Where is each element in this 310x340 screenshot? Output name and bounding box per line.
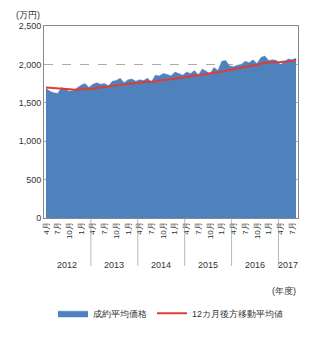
svg-text:2012: 2012: [57, 260, 77, 270]
svg-text:4月: 4月: [229, 222, 238, 234]
svg-text:12カ月後方移動平均値: 12カ月後方移動平均値: [192, 309, 283, 319]
svg-text:7月: 7月: [241, 222, 250, 234]
svg-text:0: 0: [36, 213, 41, 223]
svg-text:1月: 1月: [124, 222, 133, 234]
svg-text:2,500: 2,500: [19, 21, 42, 31]
svg-text:10月: 10月: [159, 222, 168, 239]
svg-text:7月: 7月: [53, 222, 62, 234]
svg-text:(万円): (万円): [16, 10, 40, 20]
svg-text:成約平均価格: 成約平均価格: [93, 309, 147, 319]
svg-text:2014: 2014: [151, 260, 171, 270]
svg-text:500: 500: [26, 175, 41, 185]
svg-text:4月: 4月: [42, 222, 51, 234]
svg-text:1,000: 1,000: [19, 136, 42, 146]
svg-text:10月: 10月: [253, 222, 262, 239]
svg-text:1,500: 1,500: [19, 98, 42, 108]
svg-text:7月: 7月: [194, 222, 203, 234]
svg-text:2017: 2017: [278, 260, 298, 270]
svg-text:1月: 1月: [171, 222, 180, 234]
svg-text:4月: 4月: [88, 222, 97, 234]
svg-text:(年度): (年度): [272, 286, 296, 296]
svg-text:10月: 10月: [65, 222, 74, 239]
svg-text:2013: 2013: [104, 260, 124, 270]
svg-text:1月: 1月: [264, 222, 273, 234]
svg-text:2015: 2015: [198, 260, 218, 270]
svg-text:2016: 2016: [245, 260, 265, 270]
svg-text:2,000: 2,000: [19, 60, 42, 70]
svg-text:4月: 4月: [135, 222, 144, 234]
svg-text:4月: 4月: [276, 222, 285, 234]
svg-text:10月: 10月: [206, 222, 215, 239]
svg-text:1月: 1月: [77, 222, 86, 234]
svg-text:4月: 4月: [182, 222, 191, 234]
svg-text:7月: 7月: [288, 222, 297, 234]
svg-text:1月: 1月: [217, 222, 226, 234]
svg-text:7月: 7月: [100, 222, 109, 234]
svg-text:10月: 10月: [112, 222, 121, 239]
svg-text:7月: 7月: [147, 222, 156, 234]
